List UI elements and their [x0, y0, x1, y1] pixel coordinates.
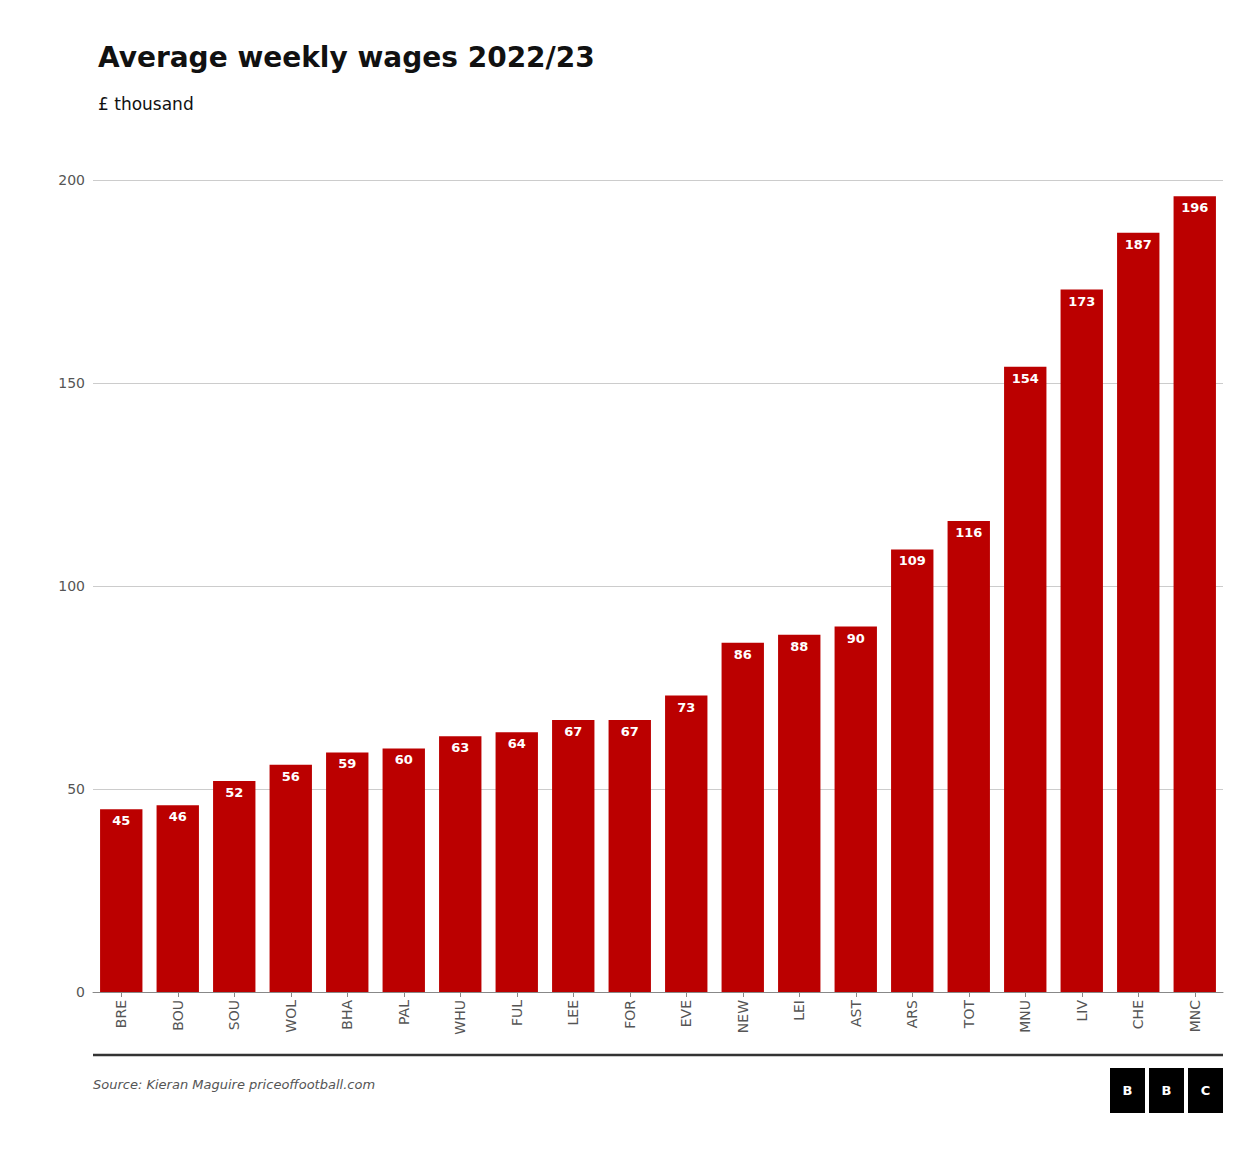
svg-text:LIV: LIV [1074, 1000, 1090, 1022]
svg-text:73: 73 [677, 700, 695, 715]
svg-text:WOL: WOL [283, 1000, 299, 1033]
svg-text:C: C [1201, 1083, 1211, 1098]
svg-text:ARS: ARS [904, 1000, 920, 1028]
svg-text:200: 200 [58, 172, 85, 188]
svg-text:88: 88 [790, 639, 808, 654]
svg-text:MNC: MNC [1187, 1000, 1203, 1033]
svg-text:150: 150 [58, 375, 85, 391]
svg-text:46: 46 [169, 809, 187, 824]
svg-text:CHE: CHE [1130, 1000, 1146, 1029]
svg-text:56: 56 [282, 769, 300, 784]
svg-text:PAL: PAL [396, 1000, 412, 1025]
svg-text:86: 86 [734, 647, 752, 662]
svg-text:154: 154 [1012, 371, 1039, 386]
svg-text:SOU: SOU [226, 1000, 242, 1030]
svg-text:LEE: LEE [565, 1000, 581, 1026]
svg-text:63: 63 [451, 740, 469, 755]
svg-text:AST: AST [848, 1000, 864, 1027]
svg-text:TOT: TOT [961, 1000, 977, 1030]
svg-text:100: 100 [58, 578, 85, 594]
svg-text:BHA: BHA [339, 1000, 355, 1030]
svg-text:EVE: EVE [678, 1000, 694, 1027]
svg-text:59: 59 [338, 756, 356, 771]
svg-text:NEW: NEW [735, 1000, 751, 1033]
svg-text:67: 67 [621, 724, 639, 739]
svg-text:Average weekly wages 2022/23: Average weekly wages 2022/23 [98, 41, 595, 74]
svg-text:0: 0 [76, 984, 85, 1000]
svg-text:FUL: FUL [509, 1000, 525, 1026]
svg-text:LEI: LEI [791, 1000, 807, 1021]
svg-text:116: 116 [955, 525, 982, 540]
svg-text:52: 52 [225, 785, 243, 800]
svg-text:187: 187 [1125, 237, 1152, 252]
svg-text:67: 67 [564, 724, 582, 739]
svg-text:90: 90 [847, 631, 865, 646]
svg-text:B: B [1123, 1083, 1133, 1098]
svg-text:MNU: MNU [1017, 1000, 1033, 1033]
svg-text:196: 196 [1181, 200, 1208, 215]
svg-text:109: 109 [899, 553, 926, 568]
svg-text:£ thousand: £ thousand [98, 94, 194, 114]
svg-text:BRE: BRE [113, 1000, 129, 1028]
svg-text:64: 64 [508, 736, 526, 751]
svg-text:B: B [1162, 1083, 1172, 1098]
svg-text:BOU: BOU [170, 1000, 186, 1031]
svg-text:Source: Kieran Maguire priceof: Source: Kieran Maguire priceoffootball.c… [93, 1077, 375, 1092]
svg-text:FOR: FOR [622, 1000, 638, 1029]
svg-text:60: 60 [395, 752, 413, 767]
svg-text:50: 50 [67, 781, 85, 797]
svg-text:45: 45 [112, 813, 130, 828]
svg-text:WHU: WHU [452, 1000, 468, 1035]
svg-text:173: 173 [1068, 294, 1095, 309]
